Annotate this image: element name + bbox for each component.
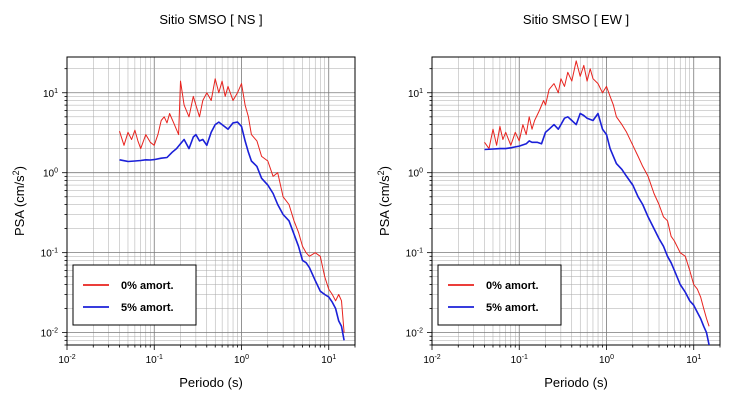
chart-title: Sitio SMSO [ EW ] xyxy=(523,12,629,27)
x-tick-label: 101 xyxy=(321,354,336,366)
legend-label: 0% amort. xyxy=(121,280,174,292)
x-tick-label: 10-2 xyxy=(58,354,75,366)
chart-panel-1: 10-2 10-1 100 101 10-2 10-1 100 101 Sitio SMSO [… xyxy=(11,12,356,390)
y-tick-label: 10-2 xyxy=(406,328,423,340)
series-line-undamped xyxy=(119,78,345,333)
y-tick-label: 100 xyxy=(43,168,58,180)
x-tick-label: 100 xyxy=(234,354,249,366)
y-axis-label: PSA (cm/s2) xyxy=(376,166,392,236)
y-tick-label: 10-1 xyxy=(406,248,423,260)
legend-box xyxy=(72,264,197,326)
legend-label: 0% amort. xyxy=(486,280,539,292)
plot-frame xyxy=(66,56,356,346)
plot-frame xyxy=(431,56,721,346)
chart-title: Sitio SMSO [ NS ] xyxy=(159,12,262,27)
chart-panel-2: 10-2 10-1 100 101 10-2 10-1 100 101 Sitio SMSO [… xyxy=(376,12,721,390)
legend-box xyxy=(437,264,562,326)
x-tick-label: 10-1 xyxy=(511,354,528,366)
x-tick-label: 10-2 xyxy=(423,354,440,366)
y-tick-label: 10-1 xyxy=(41,248,58,260)
y-tick-label: 101 xyxy=(408,88,423,100)
series-line-undamped xyxy=(484,60,710,327)
legend: 0% amort. 5% amort. xyxy=(437,264,562,326)
x-tick-label: 101 xyxy=(686,354,701,366)
y-axis-label: PSA (cm/s2) xyxy=(11,166,27,236)
x-tick-label: 10-1 xyxy=(146,354,163,366)
x-tick-label: 100 xyxy=(599,354,614,366)
x-axis-label: Periodo (s) xyxy=(179,375,243,390)
legend-label: 5% amort. xyxy=(121,302,174,314)
series-line-damped xyxy=(119,121,345,341)
x-axis-label: Periodo (s) xyxy=(544,375,608,390)
legend-label: 5% amort. xyxy=(486,302,539,314)
y-tick-label: 100 xyxy=(408,168,423,180)
series-line-damped xyxy=(484,112,710,345)
y-tick-label: 10-2 xyxy=(41,328,58,340)
legend: 0% amort. 5% amort. xyxy=(72,264,197,326)
y-tick-label: 101 xyxy=(43,88,58,100)
